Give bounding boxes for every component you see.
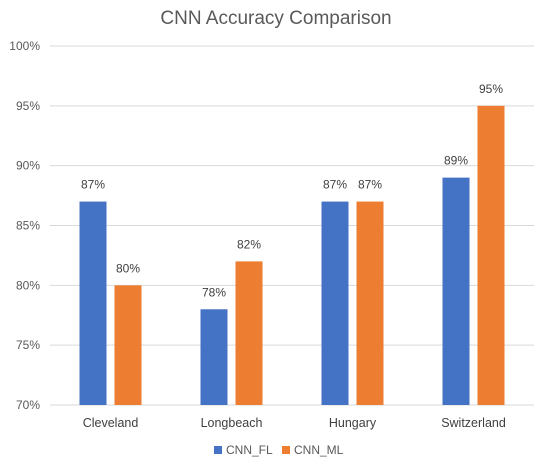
data-label: 80% [116, 261, 140, 275]
y-tick-label: 80% [16, 278, 40, 292]
x-axis: Cleveland Longbeach Hungary Switzerland [83, 416, 506, 430]
x-tick-label: Longbeach [201, 416, 263, 430]
data-label: 89% [444, 154, 468, 168]
data-label: 87% [81, 178, 105, 192]
data-labels: 87% 80% 78% 82% 87% 87% 89% 95% [81, 82, 503, 299]
data-label: 78% [202, 285, 226, 299]
y-axis: 70% 75% 80% 85% 90% 95% 100% [9, 39, 40, 412]
legend-label: CNN_FL [226, 443, 273, 457]
bar-cnn-ml-cleveland [114, 285, 142, 405]
legend-swatch-cnn-ml [282, 446, 290, 454]
data-label: 87% [358, 178, 382, 192]
y-tick-label: 75% [16, 338, 40, 352]
y-tick-label: 70% [16, 398, 40, 412]
y-tick-label: 95% [16, 99, 40, 113]
bar-cnn-ml-hungary [356, 201, 384, 405]
bar-cnn-fl-cleveland [79, 201, 107, 405]
y-tick-label: 85% [16, 219, 40, 233]
legend-swatch-cnn-fl [214, 446, 222, 454]
legend: CNN_FL CNN_ML [214, 443, 344, 457]
legend-label: CNN_ML [294, 443, 344, 457]
data-label: 95% [479, 82, 503, 96]
bar-cnn-ml-longbeach [235, 261, 263, 405]
bars [79, 105, 505, 405]
data-label: 82% [237, 237, 261, 251]
y-tick-label: 90% [16, 159, 40, 173]
x-tick-label: Hungary [329, 416, 377, 430]
y-tick-label: 100% [9, 39, 40, 53]
x-tick-label: Switzerland [441, 416, 506, 430]
bar-cnn-fl-switzerland [442, 177, 470, 405]
x-tick-label: Cleveland [83, 416, 139, 430]
chart-title: CNN Accuracy Comparison [160, 8, 391, 29]
bar-cnn-ml-switzerland [477, 105, 505, 405]
bar-cnn-fl-hungary [321, 201, 349, 405]
bar-cnn-fl-longbeach [200, 309, 228, 405]
data-label: 87% [323, 178, 347, 192]
